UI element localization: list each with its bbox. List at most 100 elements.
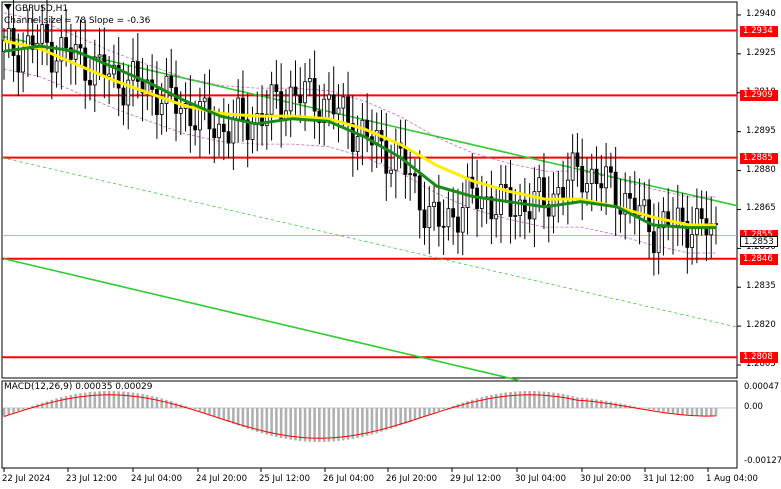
candle-body — [327, 94, 331, 100]
level-price-box: 1.2885 — [740, 152, 778, 164]
candle-body — [599, 183, 604, 189]
macd-histogram-bar — [289, 407, 293, 440]
envelope-lower — [3, 68, 716, 254]
candle-body — [456, 216, 460, 233]
symbol-label: GBPUSD,H1 — [4, 4, 68, 14]
macd-histogram-bar — [647, 407, 651, 410]
candle-body — [298, 94, 303, 104]
candle-body — [288, 86, 293, 112]
macd-histogram-bar — [700, 407, 703, 416]
macd-histogram-bar — [709, 407, 713, 416]
macd-histogram-bar — [671, 407, 675, 414]
candle-body — [97, 54, 102, 58]
macd-histogram-bar — [437, 407, 441, 412]
macd-histogram-bar — [327, 407, 331, 442]
macd-histogram-bar — [643, 407, 646, 409]
macd-histogram-bar — [160, 398, 163, 408]
macd-histogram-bar — [370, 407, 374, 435]
macd-histogram-bar — [284, 407, 288, 439]
macd-tick-label: 0.00047 — [744, 382, 780, 392]
candle-body — [513, 215, 518, 217]
level-price-box: 1.2934 — [740, 25, 778, 37]
macd-histogram-bar — [141, 394, 144, 408]
macd-histogram-bar — [714, 407, 718, 416]
candle-body — [628, 193, 632, 199]
candle-body — [159, 103, 164, 115]
price-tick-label: 1.2925 — [746, 47, 776, 58]
macd-histogram-bar — [2, 407, 6, 417]
candle-body — [432, 201, 436, 207]
candle-body — [6, 27, 11, 42]
macd-title-label: MACD(12,26,9) 0.00035 0.00029 — [4, 382, 153, 392]
candle-body — [441, 225, 446, 228]
candle-body — [680, 207, 685, 222]
macd-histogram-bar — [165, 399, 168, 408]
macd-histogram-bar — [504, 392, 508, 408]
candle-body — [413, 173, 417, 177]
macd-histogram-bar — [485, 396, 488, 408]
macd-histogram-bar — [294, 407, 297, 441]
candle-body — [479, 197, 484, 209]
macd-histogram-bar — [232, 407, 235, 424]
macd-histogram-bar — [490, 394, 493, 408]
macd-histogram-bar — [389, 407, 393, 429]
candle-body — [126, 79, 131, 106]
macd-histogram-bar — [380, 407, 383, 432]
candle-body — [212, 128, 217, 139]
candle-body — [699, 208, 704, 220]
macd-histogram-bar — [255, 407, 259, 432]
macd-histogram-bar — [423, 407, 426, 417]
channel-middle-line — [1, 157, 738, 328]
macd-histogram-bar — [571, 396, 574, 408]
candle-body — [49, 41, 54, 73]
macd-indicator — [2, 390, 737, 443]
macd-histogram-bar — [146, 395, 149, 408]
macd-histogram-bar — [351, 407, 355, 439]
channel-info-label: Channel size = 78 Slope = -0.36 — [4, 16, 151, 26]
candle-body — [613, 171, 618, 208]
macd-histogram-bar — [404, 407, 407, 424]
macd-histogram-bar — [475, 398, 479, 408]
macd-histogram-bar — [217, 407, 221, 419]
macd-histogram-bar — [413, 407, 417, 421]
time-tick-label: 23 Jul 12:00 — [66, 474, 117, 484]
candle-body — [245, 119, 250, 140]
macd-histogram-bar — [270, 407, 273, 436]
macd-histogram-bar — [561, 394, 565, 408]
candle-body — [537, 177, 542, 193]
candle-body — [226, 131, 231, 144]
macd-histogram-bar — [122, 391, 125, 408]
macd-histogram-bar — [83, 392, 87, 408]
macd-histogram-bar — [542, 391, 546, 408]
envelope-bands — [3, 12, 716, 254]
collapse-triangle-icon[interactable] — [4, 4, 12, 10]
macd-histogram-bar — [547, 392, 551, 408]
candle-body — [690, 234, 695, 248]
macd-histogram-bar — [566, 395, 570, 408]
macd-histogram-bar — [203, 407, 206, 413]
macd-histogram-bar — [88, 392, 92, 408]
macd-histogram-bar — [136, 393, 140, 408]
macd-histogram-bar — [26, 407, 30, 409]
macd-histogram-bar — [55, 398, 58, 408]
candle-body — [30, 35, 35, 50]
macd-histogram-bar — [74, 394, 77, 408]
time-tick-label: 30 Jul 20:00 — [580, 474, 631, 484]
macd-histogram-bar — [174, 402, 178, 408]
macd-histogram-bar — [45, 401, 49, 408]
macd-histogram-bar — [552, 392, 555, 408]
macd-panel-frame — [1, 380, 738, 469]
candle-body — [575, 152, 580, 167]
candle-body — [503, 184, 508, 188]
macd-histogram-bar — [322, 407, 326, 442]
macd-histogram-bar — [189, 407, 192, 409]
candle-body — [16, 55, 21, 73]
candle-body — [346, 96, 350, 124]
macd-histogram-bar — [60, 397, 63, 408]
macd-histogram-bar — [384, 407, 388, 431]
macd-histogram-bar — [332, 407, 336, 442]
time-tick-label: 26 Jul 04:00 — [323, 474, 374, 484]
macd-histogram-bar — [93, 391, 97, 408]
